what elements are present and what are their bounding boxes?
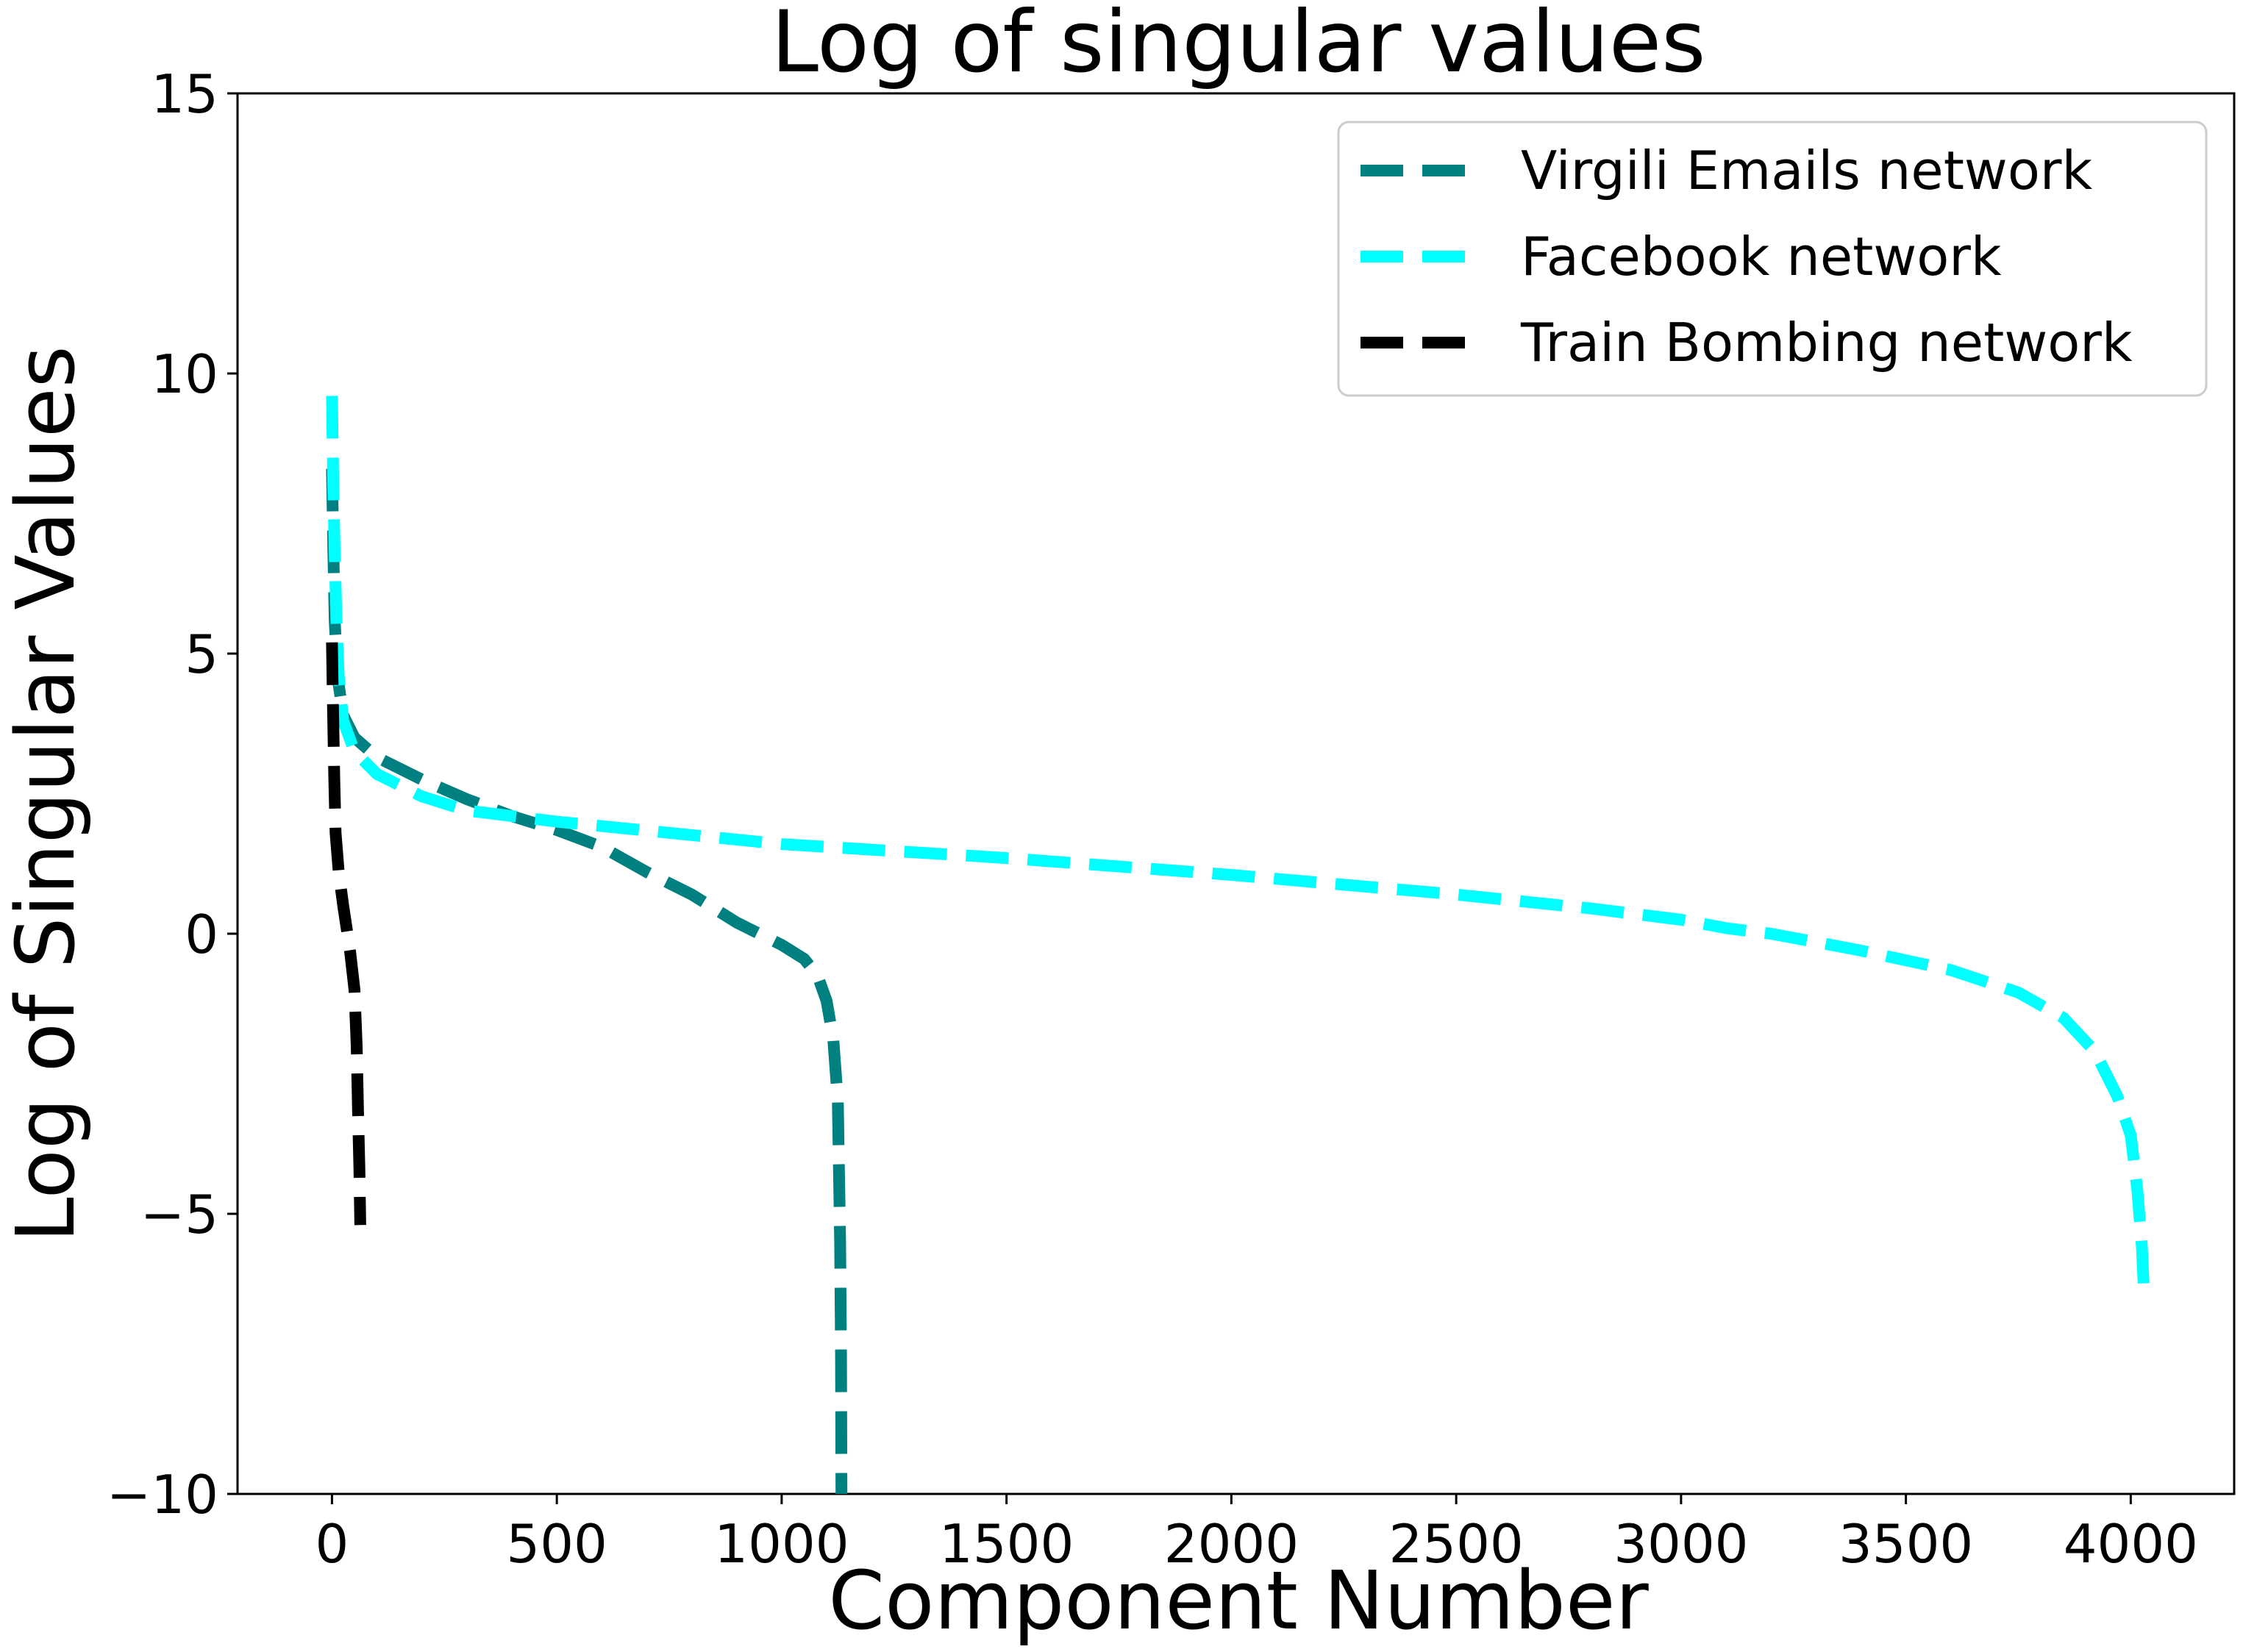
x-axis-title: Component Number	[828, 1553, 1649, 1648]
x-tick-label: 2500	[1389, 1513, 1524, 1575]
y-axis-title: Log of Singular Values	[0, 346, 93, 1242]
x-tick-label: 2000	[1164, 1513, 1299, 1575]
legend: Virgili Emails network Facebook network Tr…	[1337, 121, 2208, 397]
x-tick-label: 500	[506, 1513, 607, 1575]
x-tick-label: 3500	[1839, 1513, 1973, 1575]
series-line-2	[326, 642, 366, 1226]
plot-area-frame	[236, 92, 2236, 1495]
series-line-1	[326, 396, 2150, 1298]
y-tick-label: 10	[151, 343, 218, 405]
series-lines	[326, 396, 2150, 1494]
x-axis-ticks: 0 500 1000 1500 2000 2500 3000 3500 4000	[315, 1494, 2198, 1575]
series-line-0	[326, 468, 848, 1494]
legend-label-2: Train Bombing network	[1520, 312, 2133, 373]
chart-title: Log of singular values	[771, 0, 1705, 92]
y-tick-label: 0	[185, 904, 218, 965]
legend-label-1: Facebook network	[1521, 226, 2002, 287]
x-tick-label: 0	[315, 1513, 349, 1575]
legend-entries: Virgili Emails network Facebook network Tr…	[1361, 140, 2133, 373]
y-tick-label: 15	[151, 63, 218, 125]
y-tick-label: −5	[140, 1184, 218, 1245]
y-axis-ticks: −10 −5 0 5 10 15	[107, 63, 238, 1526]
x-tick-label: 3000	[1613, 1513, 1748, 1575]
x-tick-label: 1000	[714, 1513, 849, 1575]
legend-box	[1337, 121, 2208, 397]
legend-label-0: Virgili Emails network	[1521, 140, 2092, 201]
y-tick-label: 5	[185, 623, 218, 685]
y-tick-label: −10	[107, 1464, 218, 1526]
x-tick-label: 1500	[939, 1513, 1074, 1575]
x-tick-label: 4000	[2064, 1513, 2198, 1575]
